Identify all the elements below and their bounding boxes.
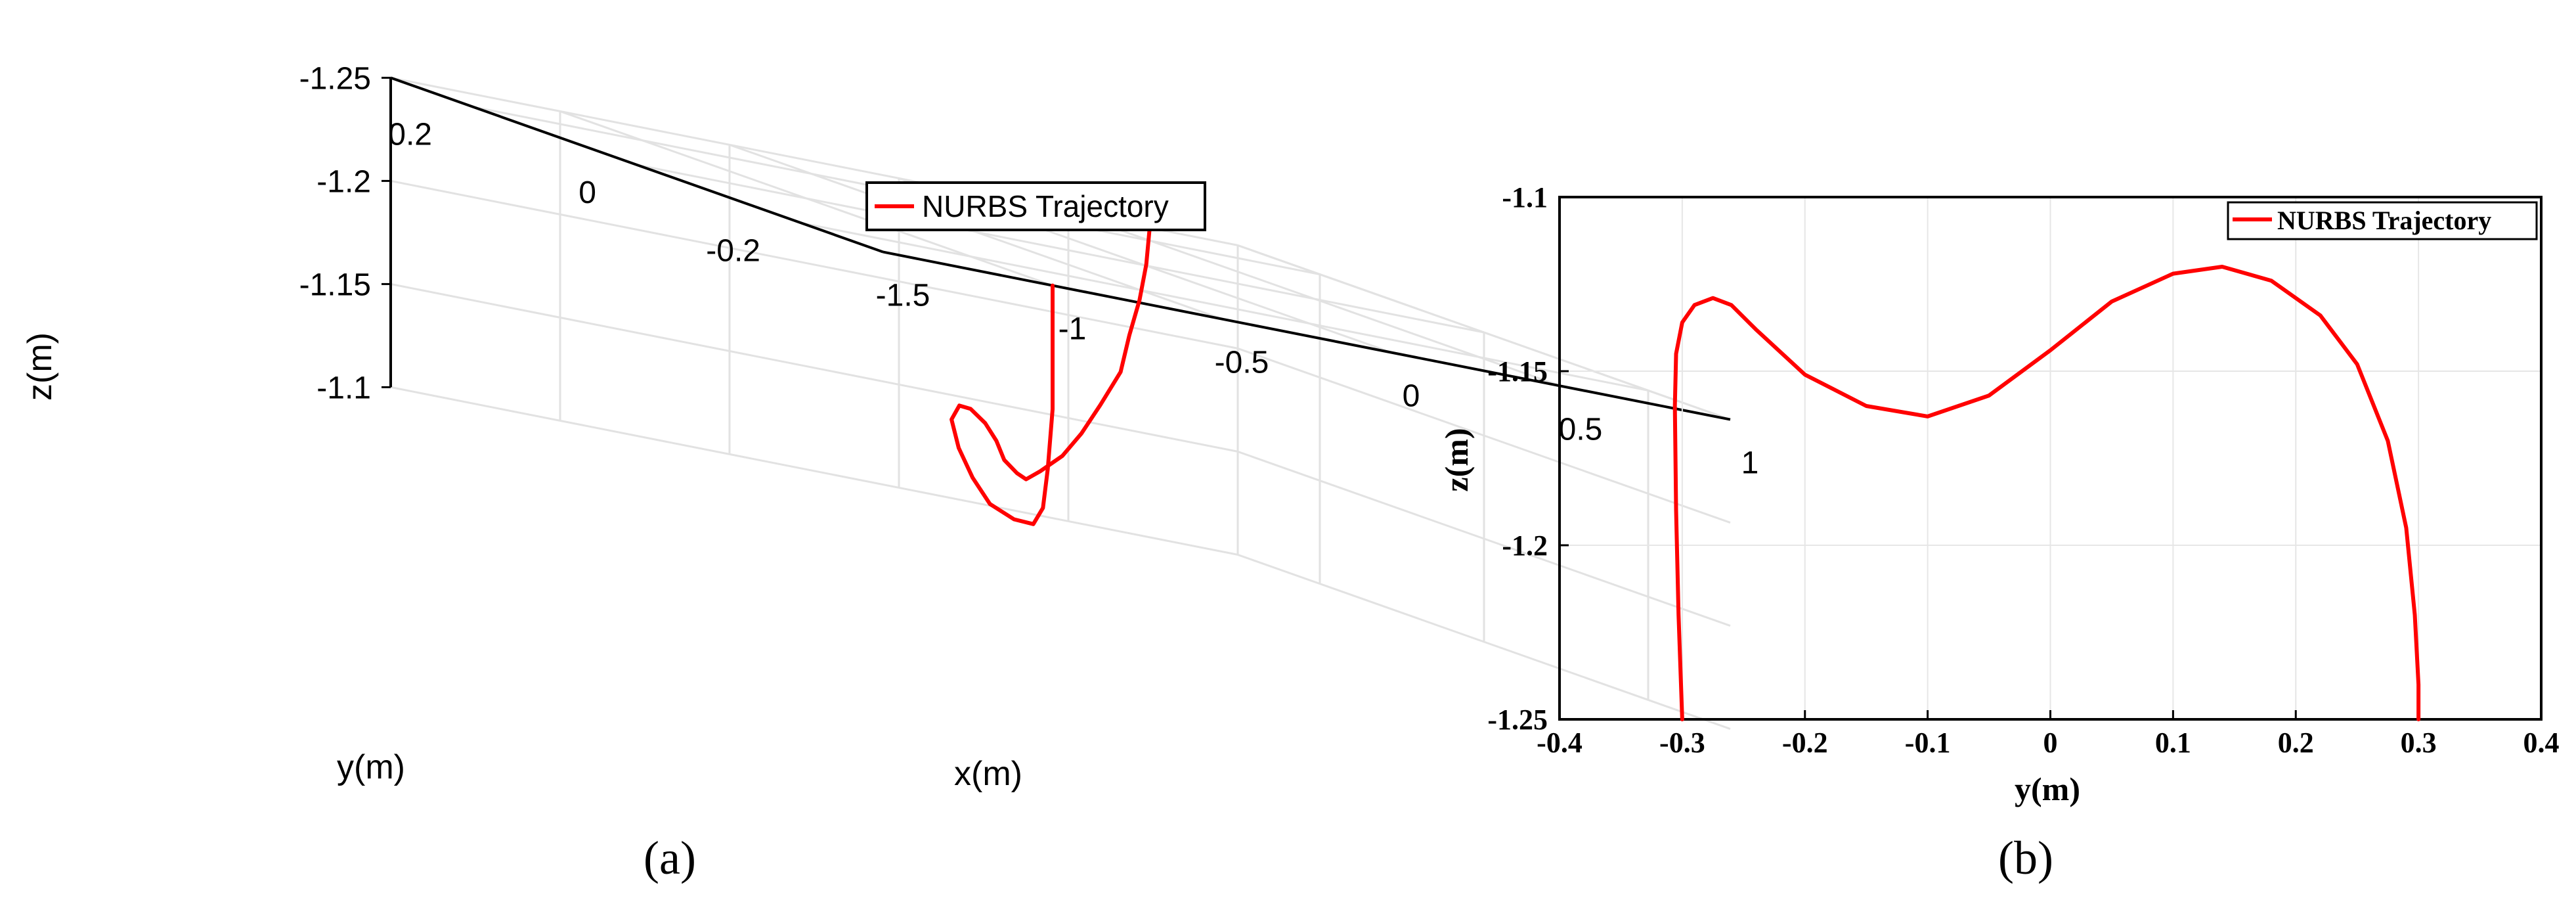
panel-b-tick-labels: -0.4 -0.3 -0.2 -0.1 0 0.1 0.2 0.3 0.4 -1.1 -1.15 -1… <box>1487 181 2559 759</box>
panel-a-ytick-label-2: -0.2 <box>706 233 760 268</box>
panel-a-tick-labels: -1.1 -1.15 -1.2 -1.25 0.2 0 -0.2 -1.5 -1 -0.5 0 0.5… <box>299 61 1759 480</box>
panel-a-xtick-label-4: 0.5 <box>1559 413 1603 447</box>
panel-a-axes <box>382 76 1731 421</box>
panel-a-ytick-label-0: 0.2 <box>388 118 432 152</box>
panel-a-xtick-label-0: -1.5 <box>876 279 930 313</box>
panel-a-floor-gridline-y-1 <box>636 164 1485 334</box>
panel-a-xtick-label-2: -0.5 <box>1215 346 1269 380</box>
panel-b-ytick-label-2: -1.2 <box>1502 529 1548 562</box>
panel-a-legend-label: NURBS Trajectory <box>922 189 1169 223</box>
panel-b-legend: NURBS Trajectory <box>2227 201 2538 240</box>
panel-a-xtick-label-1: -1 <box>1059 312 1087 347</box>
panel-a-zlabel: z(m) <box>21 332 59 401</box>
panel-a-floor-gridline-y-2 <box>800 221 1649 392</box>
panel-a-side-gridline-z-1 <box>1237 450 1731 627</box>
panel-a-xlabel: x(m) <box>954 755 1022 793</box>
panel-b-ytick-label-3: -1.25 <box>1487 704 1548 736</box>
panel-a-back-gridline-z-2 <box>390 179 1238 349</box>
panel-b-2d-plot: -0.4 -0.3 -0.2 -0.1 0 0.1 0.2 0.3 0.4 -1.1 -1.15 -1… <box>1438 181 2560 884</box>
panel-b-grid <box>1558 196 2543 721</box>
panel-b-plot-frame <box>1558 196 2543 721</box>
panel-a-ztick-label-2: -1.2 <box>317 164 371 199</box>
panel-b-xtick-label-0: -0.4 <box>1537 727 1583 759</box>
panel-a-y-axis-line <box>390 76 884 254</box>
panel-a-legend-box <box>865 181 1206 231</box>
panel-b-series <box>1672 265 2421 721</box>
panel-a-x-axis-line <box>883 250 1731 421</box>
panel-a-caption: (a) <box>644 832 696 884</box>
panel-b-xtick-label-8: 0.4 <box>2523 727 2560 759</box>
panel-a-xtick-label-3: 0 <box>1403 379 1420 414</box>
panel-a-back-gridline-z-0 <box>390 386 1238 556</box>
panel-b-ytick-label-0: -1.1 <box>1502 181 1548 214</box>
panel-a-back-gridline-z-1 <box>390 282 1238 453</box>
panel-a-ylabel: y(m) <box>337 748 405 786</box>
panel-a-ztick-label-1: -1.15 <box>299 267 371 302</box>
panel-b-xtick-label-6: 0.2 <box>2278 727 2314 759</box>
panel-b-series-line-0 <box>1672 265 2421 721</box>
panel-a-side-gridline-z-3 <box>1237 244 1731 421</box>
panel-a-xtick-label-5: 1 <box>1741 446 1759 481</box>
panel-b-ylabel: z(m) <box>1438 428 1475 491</box>
panel-b-legend-label: NURBS Trajectory <box>2277 206 2491 235</box>
panel-b-xtick-label-3: -0.1 <box>1905 727 1951 759</box>
panel-b-xtick-label-1: -0.3 <box>1659 727 1705 759</box>
panel-b-xtick-label-7: 0.3 <box>2401 727 2437 759</box>
panel-b-xtick-label-4: 0 <box>2043 727 2058 759</box>
panel-a-side-gridline-z-2 <box>1237 347 1731 524</box>
panel-a-series-line-0 <box>950 225 1152 526</box>
panel-a-ztick-label-0: -1.1 <box>317 371 371 405</box>
panel-b-caption: (b) <box>1998 832 2053 884</box>
panel-b-legend-box <box>2227 201 2538 240</box>
panel-a-3d-plot: -1.1 -1.15 -1.2 -1.25 0.2 0 -0.2 -1.5 -1 -0.5 0 0.5… <box>21 61 1758 884</box>
panel-b-ytick-label-1: -1.15 <box>1487 355 1548 388</box>
panel-a-ztick-label-3: -1.25 <box>299 61 371 96</box>
panel-b-xtick-label-5: 0.1 <box>2155 727 2191 759</box>
panel-a-legend: NURBS Trajectory <box>865 181 1206 231</box>
panel-a-ytick-label-1: 0 <box>579 175 596 210</box>
panel-a-side-gridline-z-0 <box>1237 553 1731 731</box>
panel-b-xlabel: y(m) <box>2015 771 2080 807</box>
panel-b-xtick-label-2: -0.2 <box>1782 727 1828 759</box>
panel-a-series <box>950 225 1152 526</box>
